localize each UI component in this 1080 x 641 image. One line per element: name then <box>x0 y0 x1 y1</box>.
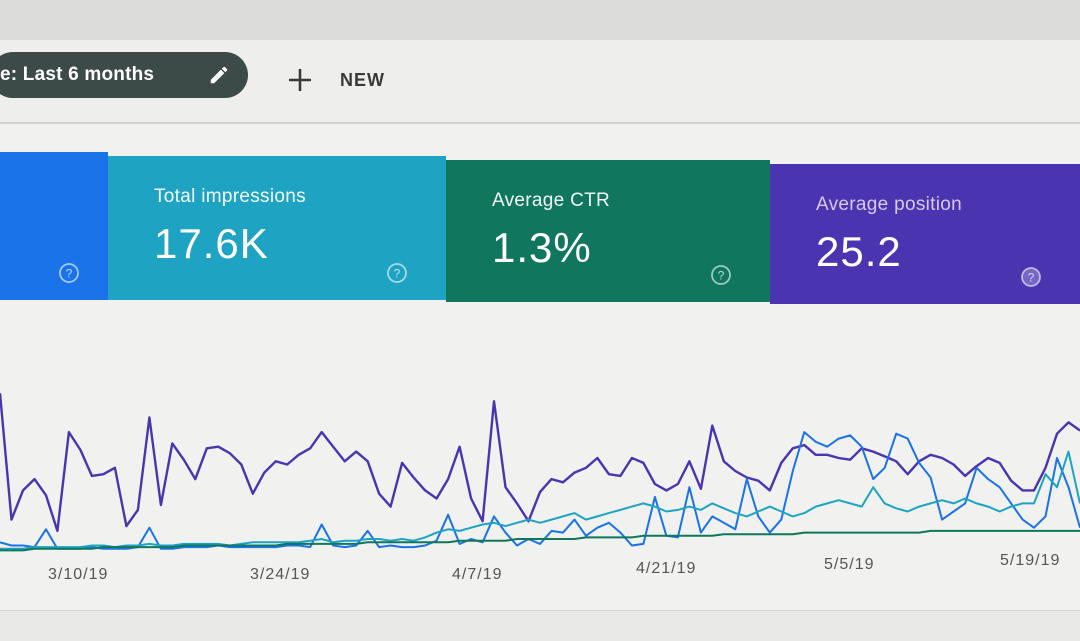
chart-series-line-1 <box>0 431 1080 550</box>
x-tick-label: 5/5/19 <box>824 556 875 573</box>
position-value: 25.2 <box>816 228 902 275</box>
help-circle-icon[interactable]: ? <box>710 264 732 286</box>
new-filter-button[interactable]: NEW <box>286 66 385 94</box>
performance-line-chart[interactable] <box>0 380 1080 560</box>
average-position-card[interactable]: Average position 25.2 ? <box>770 164 1080 304</box>
chart-series-line-3 <box>0 529 1080 552</box>
help-circle-icon[interactable]: ? <box>58 262 80 284</box>
svg-text:?: ? <box>394 267 401 281</box>
x-tick-label: 3/24/19 <box>250 566 311 583</box>
panel-bottom-edge <box>0 610 1080 641</box>
x-tick-label: 5/19/19 <box>1000 552 1061 569</box>
chart-series-line-2 <box>0 450 1080 550</box>
ctr-value: 1.3% <box>492 224 592 271</box>
help-circle-icon[interactable]: ? <box>1020 266 1042 288</box>
x-tick-label: 4/21/19 <box>636 560 697 577</box>
svg-text:?: ? <box>718 269 725 283</box>
pencil-edit-icon[interactable] <box>208 64 230 92</box>
date-range-filter-chip[interactable]: e: Last 6 months <box>0 52 248 98</box>
help-circle-icon[interactable]: ? <box>386 262 408 284</box>
plus-icon <box>286 66 314 94</box>
browser-top-strip <box>0 0 1080 41</box>
date-range-label: e: Last 6 months <box>0 64 155 85</box>
total-impressions-card[interactable]: Total impressions 17.6K ? <box>108 156 446 300</box>
ctr-label: Average CTR <box>492 190 611 211</box>
position-label: Average position <box>816 194 962 215</box>
total-clicks-card[interactable]: ? <box>0 152 108 300</box>
svg-text:?: ? <box>66 267 73 281</box>
x-tick-label: 4/7/19 <box>452 566 503 583</box>
x-tick-label: 3/10/19 <box>48 566 109 583</box>
svg-text:?: ? <box>1028 271 1035 285</box>
impressions-label: Total impressions <box>154 186 306 207</box>
average-ctr-card[interactable]: Average CTR 1.3% ? <box>446 160 770 302</box>
impressions-value: 17.6K <box>154 220 269 267</box>
new-button-label: NEW <box>340 69 385 90</box>
chart-series-line-0 <box>0 393 1080 533</box>
